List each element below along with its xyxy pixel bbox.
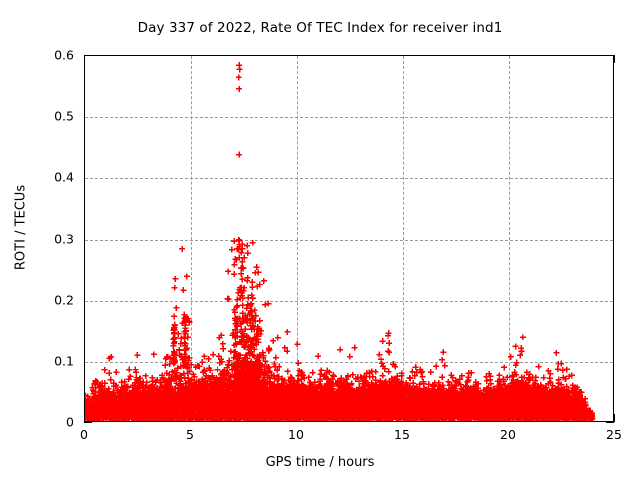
x-tick-mark-top xyxy=(614,55,615,63)
y-tick-label: 0 xyxy=(14,415,74,430)
y-tick-label: 0.3 xyxy=(14,231,74,246)
y-tick-label: 0.2 xyxy=(14,292,74,307)
y-tick-mark-right xyxy=(606,422,614,423)
gridline-horizontal xyxy=(85,117,613,119)
x-tick-label: 5 xyxy=(160,427,220,442)
y-tick-label: 0.6 xyxy=(14,48,74,63)
plot-area xyxy=(84,55,614,422)
gridline-horizontal xyxy=(85,361,613,363)
y-tick-label: 0.4 xyxy=(14,170,74,185)
gridline-horizontal xyxy=(85,178,613,180)
y-tick-mark xyxy=(84,422,92,423)
y-tick-label: 0.1 xyxy=(14,353,74,368)
gridline-vertical xyxy=(191,56,192,421)
x-tick-label: 15 xyxy=(372,427,432,442)
gridline-vertical xyxy=(509,56,510,421)
data-points-layer xyxy=(85,62,596,421)
gridline-horizontal xyxy=(85,300,613,302)
x-tick-label: 10 xyxy=(266,427,326,442)
chart-title: Day 337 of 2022, Rate Of TEC Index for r… xyxy=(0,20,640,36)
x-tick-mark xyxy=(614,414,615,422)
gridline-vertical xyxy=(403,56,404,421)
x-tick-label: 0 xyxy=(54,427,114,442)
x-tick-label: 20 xyxy=(478,427,538,442)
x-tick-label: 25 xyxy=(584,427,640,442)
gridline-horizontal xyxy=(85,239,613,241)
gridline-vertical xyxy=(297,56,298,421)
x-axis-title: GPS time / hours xyxy=(0,455,640,470)
y-tick-label: 0.5 xyxy=(14,109,74,124)
